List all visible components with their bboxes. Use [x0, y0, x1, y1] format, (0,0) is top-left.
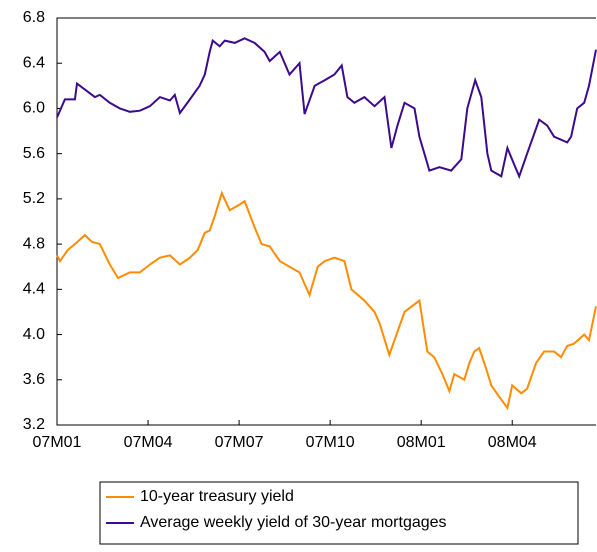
y-tick-label: 6.0	[23, 100, 45, 117]
x-tick-label: 07M07	[215, 434, 264, 451]
y-tick-label: 4.8	[23, 235, 45, 252]
y-tick-label: 3.6	[23, 371, 45, 388]
series-line	[56, 37, 597, 180]
series-line	[56, 190, 597, 411]
y-tick-label: 5.6	[23, 145, 45, 162]
y-tick-label: 5.2	[23, 190, 45, 207]
axis-frame	[56, 17, 596, 426]
x-tick-label: 07M04	[124, 434, 173, 451]
y-tick-label: 3.2	[23, 416, 45, 433]
y-tick-label: 4.0	[23, 326, 45, 343]
x-tick-label: 08M04	[488, 434, 537, 451]
x-tick-label: 07M10	[306, 434, 355, 451]
legend-box	[99, 481, 579, 545]
y-tick-label: 6.8	[23, 9, 45, 26]
y-tick-label: 6.4	[23, 54, 45, 71]
x-tick-label: 08M01	[397, 434, 446, 451]
legend-label: 10-year treasury yield	[140, 488, 294, 505]
y-tick-label: 4.4	[23, 281, 45, 298]
legend-label: Average weekly yield of 30-year mortgage…	[140, 514, 447, 531]
x-tick-label: 07M01	[33, 434, 82, 451]
